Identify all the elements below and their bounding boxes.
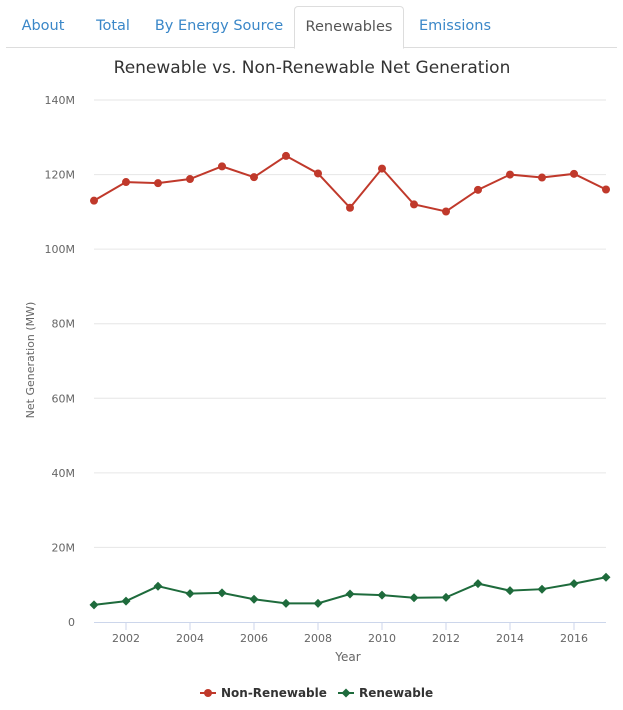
tab-total[interactable]: Total [96, 18, 130, 34]
x-axis: 2002 2004 2006 2008 2010 2012 2014 2016 [94, 622, 606, 645]
data-point[interactable] [218, 162, 226, 171]
data-point[interactable] [121, 596, 131, 606]
x-tick-label: 2012 [432, 632, 460, 645]
series-line-non-renewable [93, 154, 607, 213]
data-point[interactable] [346, 203, 354, 212]
data-point[interactable] [186, 175, 194, 184]
data-point[interactable] [122, 178, 130, 187]
data-point[interactable] [570, 169, 578, 178]
tab-renewables[interactable]: Renewables [294, 6, 404, 49]
line-chart: Renewable vs. Non-Renewable Net Generati… [24, 58, 611, 700]
y-axis-label: Net Generation (MW) [24, 302, 37, 419]
data-point[interactable] [442, 207, 450, 216]
x-tick-label: 2002 [112, 632, 140, 645]
series-group [89, 151, 611, 610]
y-tick-label: 100M [45, 243, 76, 256]
x-tick-label: 2006 [240, 632, 268, 645]
data-point[interactable] [281, 598, 291, 608]
data-point[interactable] [249, 594, 259, 604]
x-tick-label: 2014 [496, 632, 524, 645]
data-point[interactable] [154, 179, 162, 188]
tab-about[interactable]: About [21, 18, 65, 34]
data-point[interactable] [345, 589, 355, 599]
x-tick-label: 2016 [560, 632, 588, 645]
data-point[interactable] [250, 173, 258, 182]
data-point[interactable] [185, 589, 195, 599]
y-tick-label: 80M [52, 318, 76, 331]
data-point[interactable] [217, 588, 227, 598]
data-point[interactable] [537, 584, 547, 594]
y-axis: 0 20M 40M 60M 80M 100M 120M 140M [45, 94, 76, 629]
data-point[interactable] [474, 185, 482, 194]
y-tick-label: 120M [45, 169, 76, 182]
data-point[interactable] [441, 592, 451, 602]
x-axis-label: Year [334, 650, 360, 664]
legend-item-renewable[interactable]: Renewable [338, 686, 433, 700]
y-tick-label: 0 [68, 616, 75, 629]
legend-label: Non-Renewable [221, 686, 327, 700]
legend-marker-circle [204, 689, 212, 697]
data-point[interactable] [409, 593, 419, 603]
tab-emissions[interactable]: Emissions [418, 18, 492, 34]
legend-marker-diamond [341, 688, 351, 698]
tab-by-energy-source[interactable]: By Energy Source [154, 18, 284, 34]
x-tick-label: 2004 [176, 632, 204, 645]
data-point[interactable] [282, 151, 290, 160]
y-tick-label: 40M [52, 467, 76, 480]
data-point[interactable] [506, 170, 514, 179]
data-point[interactable] [538, 173, 546, 182]
y-tick-label: 140M [45, 94, 76, 107]
data-point[interactable] [602, 185, 610, 194]
data-point[interactable] [314, 169, 322, 178]
data-point[interactable] [153, 581, 163, 591]
data-point[interactable] [377, 590, 387, 600]
legend-label: Renewable [359, 686, 433, 700]
chart-title: Renewable vs. Non-Renewable Net Generati… [114, 58, 511, 78]
tab-bar: About Total By Energy Source Renewables … [0, 0, 623, 49]
data-point[interactable] [473, 579, 483, 589]
data-point[interactable] [505, 586, 515, 596]
x-tick-label: 2008 [304, 632, 332, 645]
y-tick-label: 20M [52, 541, 76, 554]
data-point[interactable] [89, 600, 99, 610]
data-point[interactable] [313, 598, 323, 608]
data-point[interactable] [378, 164, 386, 173]
x-tick-label: 2010 [368, 632, 396, 645]
legend: Non-Renewable Renewable [200, 686, 433, 700]
data-point[interactable] [569, 579, 579, 589]
data-point[interactable] [90, 196, 98, 205]
grid-lines [94, 99, 606, 548]
y-tick-label: 60M [52, 392, 76, 405]
data-point[interactable] [410, 200, 418, 209]
legend-item-non-renewable[interactable]: Non-Renewable [200, 686, 327, 700]
data-point[interactable] [601, 572, 611, 582]
